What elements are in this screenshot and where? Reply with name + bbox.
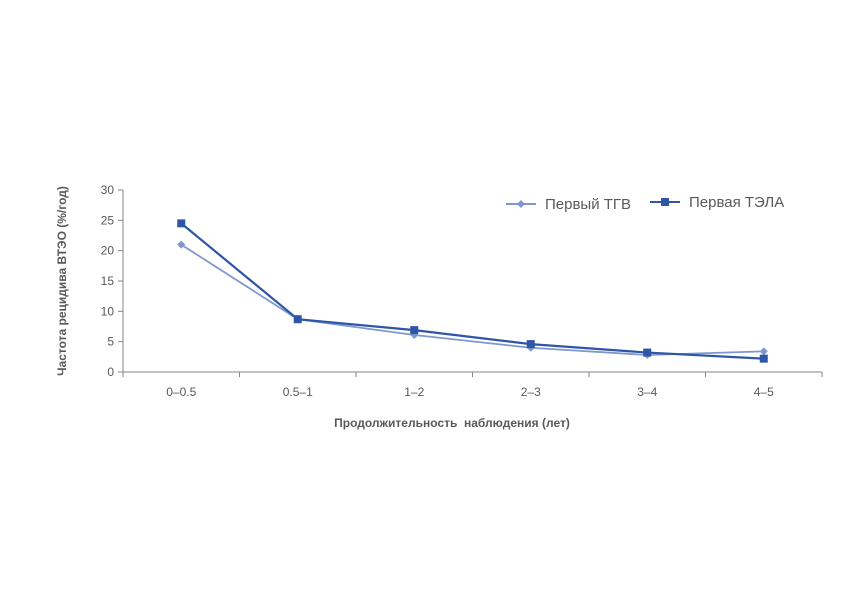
series-2	[177, 219, 768, 363]
data-point	[177, 219, 186, 228]
legend-label: Первый ТГВ	[545, 196, 631, 213]
x-tick-label: 0–0.5	[166, 385, 196, 399]
y-tick-label: 0	[107, 365, 114, 379]
data-point	[526, 340, 535, 349]
x-tick-label: 1–2	[404, 385, 424, 399]
axes: 0 5 10 15 20 25 30 0–0.5 0.5–1 1–2 2–3 3–4 4–5	[101, 183, 823, 399]
x-tick-label: 4–5	[754, 385, 774, 399]
y-axis-label: Частота рецидива ВТЭО (%/год)	[55, 186, 69, 376]
series-line	[180, 243, 764, 356]
x-tick-label: 2–3	[521, 385, 541, 399]
y-tick-label: 20	[101, 244, 115, 258]
series-group	[177, 219, 768, 363]
data-point	[759, 354, 768, 363]
x-tick-label: 0.5–1	[283, 385, 313, 399]
data-point	[643, 348, 652, 357]
x-tick-label: 3–4	[637, 385, 657, 399]
data-point	[759, 347, 768, 356]
y-tick-label: 10	[101, 304, 115, 318]
legend-marker-icon	[661, 198, 669, 206]
y-tick-label: 25	[101, 213, 115, 227]
y-tick-label: 15	[101, 274, 115, 288]
y-tick-label: 5	[107, 335, 114, 349]
data-point	[410, 326, 419, 335]
data-point	[293, 315, 302, 324]
series-1	[177, 240, 768, 360]
y-tick-label: 30	[101, 183, 115, 197]
legend-marker-icon	[517, 200, 525, 208]
legend-label: Первая ТЭЛА	[689, 194, 784, 211]
legend-item-2: Первая ТЭЛА	[650, 194, 784, 211]
series-line	[180, 222, 764, 360]
x-axis-label: Продолжительность наблюдения (лет)	[334, 416, 570, 430]
data-point	[177, 240, 186, 249]
legend: Первый ТГВ Первая ТЭЛА	[506, 194, 784, 213]
legend-item-1: Первый ТГВ	[506, 196, 631, 213]
